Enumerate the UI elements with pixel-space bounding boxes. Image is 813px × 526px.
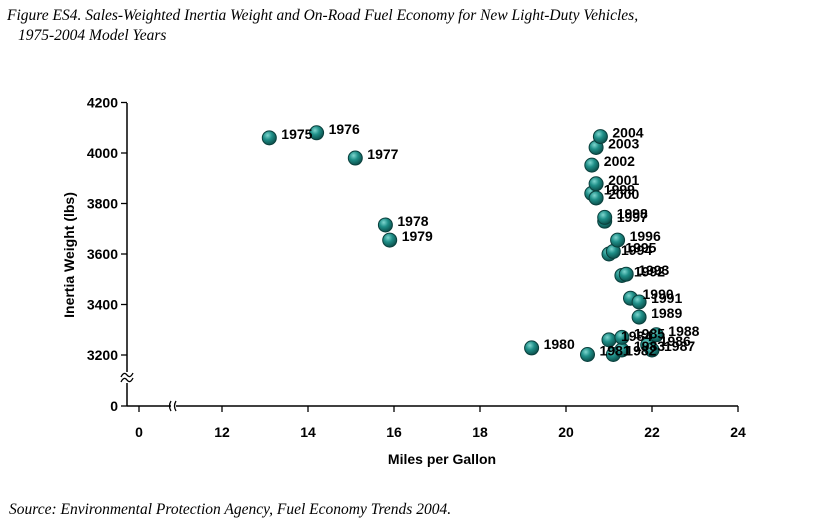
x-tick-label: 16 [386, 424, 402, 440]
point-label-1990: 1990 [643, 286, 674, 302]
y-tick-label: 3800 [87, 196, 118, 212]
data-point-1993 [618, 266, 634, 282]
data-point-2002 [584, 157, 600, 173]
data-points [261, 125, 664, 362]
x-tick-label: 14 [300, 424, 316, 440]
point-label-1983: 1983 [634, 338, 665, 354]
y-tick-label: 3600 [87, 246, 118, 262]
data-point-1976 [309, 125, 325, 141]
point-label-2003: 2003 [608, 135, 639, 151]
point-label-1991: 1991 [651, 290, 682, 306]
x-tick-label: 12 [214, 424, 230, 440]
point-label-2002: 2002 [604, 153, 635, 169]
data-point-2000 [588, 190, 604, 206]
point-label-1978: 1978 [397, 213, 428, 229]
x-axis-title: Miles per Gallon [388, 451, 496, 467]
point-label-1987: 1987 [664, 338, 695, 354]
x-ticks: 0 12 14 16 18 20 22 24 [135, 406, 746, 440]
point-label-1997: 1997 [617, 209, 648, 225]
source-note: Source: Environmental Protection Agency,… [9, 501, 452, 518]
data-point-1980 [524, 340, 540, 356]
point-label-1984: 1984 [621, 328, 652, 344]
point-label-1985: 1985 [634, 325, 665, 341]
data-point-2004 [592, 129, 608, 145]
point-label-1976: 1976 [329, 121, 360, 137]
figure-title: Figure ES4. Sales-Weighted Inertia Weigh… [7, 6, 807, 46]
data-point-1991 [631, 294, 647, 310]
point-label-1994: 1994 [621, 242, 652, 258]
point-label-1992: 1992 [634, 263, 665, 279]
data-point-1989 [631, 309, 647, 325]
x-axis-break-mark [173, 400, 177, 412]
x-tick-label: 18 [472, 424, 488, 440]
y-axis-break-mark [120, 372, 134, 378]
point-label-2001: 2001 [608, 172, 639, 188]
x-tick-label: 22 [644, 424, 660, 440]
point-label-1996: 1996 [630, 228, 661, 244]
point-label-1993: 1993 [638, 262, 669, 278]
point-label-2004: 2004 [612, 125, 643, 141]
data-point-1998 [597, 209, 613, 225]
data-point-1996 [610, 232, 626, 248]
y-tick-label: 3400 [87, 297, 118, 313]
point-label-1999: 1999 [604, 181, 635, 197]
data-point-1987 [644, 342, 660, 358]
data-point-1977 [347, 150, 363, 166]
y-tick-label: 4000 [87, 145, 118, 161]
point-label-2000: 2000 [608, 186, 639, 202]
data-point-1988 [648, 327, 664, 343]
y-ticks: 0 3200 3400 3600 3800 4000 4200 [87, 95, 127, 414]
point-label-1986: 1986 [660, 333, 691, 349]
x-tick-label: 24 [730, 424, 746, 440]
point-label-1988: 1988 [668, 323, 699, 339]
x-tick-label: 0 [135, 424, 143, 440]
x-axis-break-mark [168, 400, 172, 412]
point-label-1975: 1975 [281, 126, 312, 142]
x-tick-label: 20 [558, 424, 574, 440]
point-label-1982: 1982 [625, 342, 656, 358]
data-point-2001 [588, 176, 604, 192]
figure-title-line1: Figure ES4. Sales-Weighted Inertia Weigh… [7, 7, 639, 24]
y-tick-label: 0 [110, 398, 118, 414]
data-point-1981 [580, 346, 595, 362]
point-label-1989: 1989 [651, 305, 682, 321]
data-point-1979 [382, 232, 398, 248]
point-label-1998: 1998 [617, 205, 648, 221]
data-point-1975 [261, 130, 277, 146]
y-axis-break-mark [120, 377, 134, 383]
point-label-1981: 1981 [600, 342, 631, 358]
data-point-1978 [377, 217, 393, 233]
point-label-1979: 1979 [402, 228, 433, 244]
y-axis-title: Inertia Weight (lbs) [61, 192, 77, 318]
y-tick-label: 3200 [87, 347, 118, 363]
figure-title-line2: 1975-2004 Model Years [18, 27, 167, 44]
y-axis [120, 103, 134, 406]
point-label-1977: 1977 [367, 146, 398, 162]
point-label-1995: 1995 [625, 239, 656, 255]
data-point-1985 [614, 329, 630, 345]
y-tick-label: 4200 [87, 95, 118, 111]
point-label-1980: 1980 [544, 336, 575, 352]
x-axis [127, 400, 738, 412]
